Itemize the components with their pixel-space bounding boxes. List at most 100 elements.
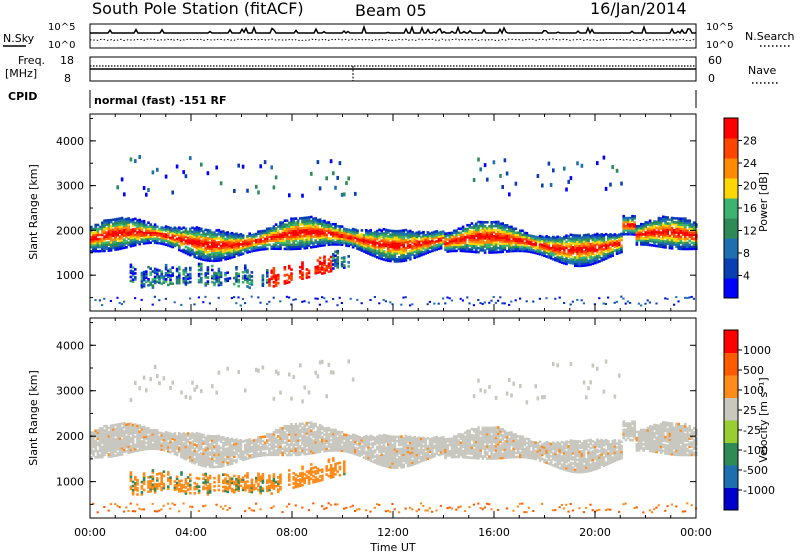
data-cell: [202, 256, 205, 259]
data-cell: [468, 250, 471, 253]
data-cell: [332, 267, 335, 270]
data-cell: [569, 176, 573, 181]
data-cell: [475, 248, 478, 252]
data-cell: [653, 242, 656, 245]
data-cell: [307, 216, 311, 219]
data-cell: [235, 268, 238, 271]
data-cell: [112, 446, 115, 450]
data-cell: [114, 226, 117, 229]
data-cell: [684, 225, 687, 229]
data-cell: [659, 237, 663, 240]
data-cell: [138, 426, 141, 429]
data-cell: [534, 237, 537, 241]
data-cell: [136, 235, 139, 238]
data-cell: [142, 429, 146, 433]
data-cell: [294, 237, 298, 241]
data-cell: [204, 452, 207, 456]
data-cell: [316, 232, 320, 236]
data-cell: [118, 243, 122, 247]
data-cell: [479, 167, 482, 172]
data-cell: [259, 240, 262, 243]
data-cell: [620, 246, 623, 250]
data-cell: [204, 478, 207, 482]
data-cell: [142, 282, 146, 286]
data-cell: [681, 247, 685, 251]
data-cell: [679, 227, 683, 230]
data-cell: [189, 457, 192, 461]
y-tick-label: 4000: [56, 135, 84, 148]
data-cell: [305, 228, 309, 232]
data-cell: [406, 254, 410, 258]
data-cell: [602, 155, 606, 160]
data-cell: [184, 451, 188, 455]
data-cell: [228, 480, 232, 484]
data-cell: [576, 262, 579, 266]
data-cell: [387, 229, 390, 232]
data-cell: [338, 241, 342, 244]
data-cell: [624, 228, 628, 232]
data-cell: [677, 237, 680, 240]
data-cell: [224, 460, 227, 463]
data-cell: [246, 243, 249, 246]
data-cell: [664, 297, 667, 300]
data-cell: [217, 255, 221, 258]
data-cell: [578, 242, 581, 245]
data-cell: [158, 447, 161, 451]
data-cell: [637, 235, 641, 238]
data-cell: [554, 244, 557, 248]
data-cell: [200, 455, 203, 459]
data-cell: [189, 443, 192, 447]
data-cell: [129, 244, 133, 248]
data-cell: [466, 235, 469, 239]
data-cell: [615, 244, 619, 247]
data-cell: [114, 240, 117, 243]
data-cell: [189, 445, 192, 449]
data-cell: [123, 510, 126, 513]
data-cell: [142, 431, 146, 435]
data-cell: [241, 164, 245, 169]
data-cell: [670, 230, 674, 234]
data-cell: [162, 232, 166, 236]
colorbar-swatch: [724, 218, 738, 239]
data-cell: [653, 244, 656, 247]
data-cell: [547, 256, 551, 259]
data-cell: [134, 447, 137, 451]
data-cell: [409, 251, 412, 255]
data-cell: [230, 477, 234, 481]
data-cell: [180, 233, 183, 237]
data-cell: [237, 247, 240, 251]
data-cell: [285, 295, 288, 298]
data-cell: [547, 240, 551, 243]
data-cell: [116, 423, 119, 426]
data-cell: [189, 241, 192, 245]
data-cell: [371, 244, 375, 247]
data-cell: [164, 274, 168, 277]
data-cell: [173, 488, 177, 491]
data-cell: [299, 231, 302, 234]
data-cell: [136, 489, 139, 492]
data-cell: [644, 302, 647, 305]
data-cell: [666, 222, 669, 225]
data-cell: [468, 234, 471, 237]
data-cell: [129, 240, 133, 244]
data-cell: [136, 441, 139, 444]
data-cell: [274, 274, 278, 277]
data-cell: [226, 235, 229, 238]
data-cell: [189, 229, 192, 233]
data-cell: [299, 227, 302, 230]
nsearch-label: N.Search: [745, 30, 795, 43]
data-cell: [290, 272, 293, 275]
data-cell: [576, 252, 579, 255]
data-cell: [193, 243, 196, 247]
data-cell: [197, 463, 201, 466]
data-cell: [409, 233, 412, 237]
data-cell: [228, 454, 232, 458]
data-cell: [288, 245, 291, 249]
data-cell: [222, 232, 225, 235]
data-cell: [325, 267, 328, 270]
data-cell: [532, 300, 535, 303]
data-cell: [246, 281, 249, 284]
data-cell: [186, 281, 190, 285]
data-cell: [180, 443, 183, 446]
data-cell: [362, 246, 366, 249]
